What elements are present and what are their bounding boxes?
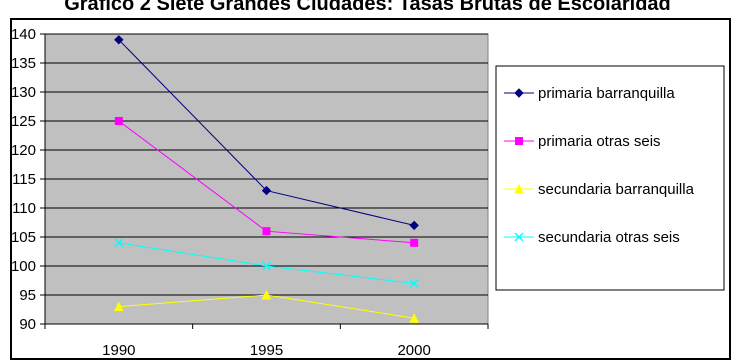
data-point — [261, 261, 272, 271]
data-point — [514, 88, 524, 98]
legend-label: primaria otras seis — [538, 133, 661, 150]
data-point — [514, 183, 524, 194]
legend-label: secundaria barranquilla — [538, 181, 695, 198]
y-tick-label: 135 — [12, 55, 36, 72]
data-point — [261, 185, 272, 196]
y-tick-label: 100 — [12, 258, 36, 275]
y-tick-label: 120 — [12, 142, 36, 159]
legend-label: primaria barranquilla — [538, 85, 675, 102]
legend-item: secundaria barranquilla — [504, 181, 695, 198]
data-point — [515, 137, 523, 145]
x-tick-label: 1995 — [250, 342, 283, 358]
y-tick-label: 110 — [12, 200, 36, 217]
x-tick-label: 2000 — [397, 342, 430, 358]
y-tick-label: 130 — [12, 84, 36, 101]
data-point-stroke — [261, 261, 272, 271]
data-point — [262, 227, 271, 236]
legend-item: primaria otras seis — [504, 133, 661, 150]
data-point — [409, 313, 419, 323]
y-tick-label: 115 — [12, 171, 36, 188]
data-point-stroke — [409, 278, 419, 288]
chart-area: 90 95 100 105 110 115 120 125 130 135 140 1990 1995 2… — [10, 18, 731, 360]
data-point — [514, 232, 524, 242]
line-chart: 90 95 100 105 110 115 120 125 130 135 140 1990 1995 2… — [12, 26, 725, 358]
legend: primaria barranquilla primaria otras seis… — [495, 65, 725, 291]
chart-title: Gráfico 2 Siete Grandes Ciudades: Tasas … — [64, 0, 671, 15]
data-point-stroke — [114, 238, 124, 248]
legend-box — [495, 65, 725, 291]
y-tick-label: 125 — [12, 113, 36, 130]
y-tick-label: 140 — [12, 26, 36, 43]
y-tick-label: 90 — [19, 316, 36, 333]
data-point — [114, 238, 124, 248]
series-4 — [114, 238, 419, 288]
legend-item: primaria barranquilla — [504, 85, 675, 102]
y-tick-label: 105 — [12, 229, 36, 246]
data-point — [409, 278, 419, 288]
legend-item: secundaria otras seis — [504, 229, 680, 246]
data-point — [261, 289, 272, 300]
data-point — [114, 117, 123, 125]
legend-label: secundaria otras seis — [538, 229, 680, 246]
data-point — [114, 301, 124, 312]
y-tick-label: 95 — [19, 287, 36, 304]
data-point — [409, 220, 419, 231]
data-point-stroke — [514, 232, 524, 242]
series-1 — [114, 35, 419, 231]
series-lines — [114, 35, 419, 323]
axes: 90 95 100 105 110 115 120 125 130 135 140 1990 1995 2… — [12, 26, 489, 358]
data-point — [410, 238, 419, 247]
series-3 — [114, 289, 419, 323]
plot-area — [44, 33, 489, 325]
series-2 — [114, 117, 419, 247]
data-point — [114, 35, 124, 45]
x-tick-label: 1990 — [102, 342, 135, 358]
